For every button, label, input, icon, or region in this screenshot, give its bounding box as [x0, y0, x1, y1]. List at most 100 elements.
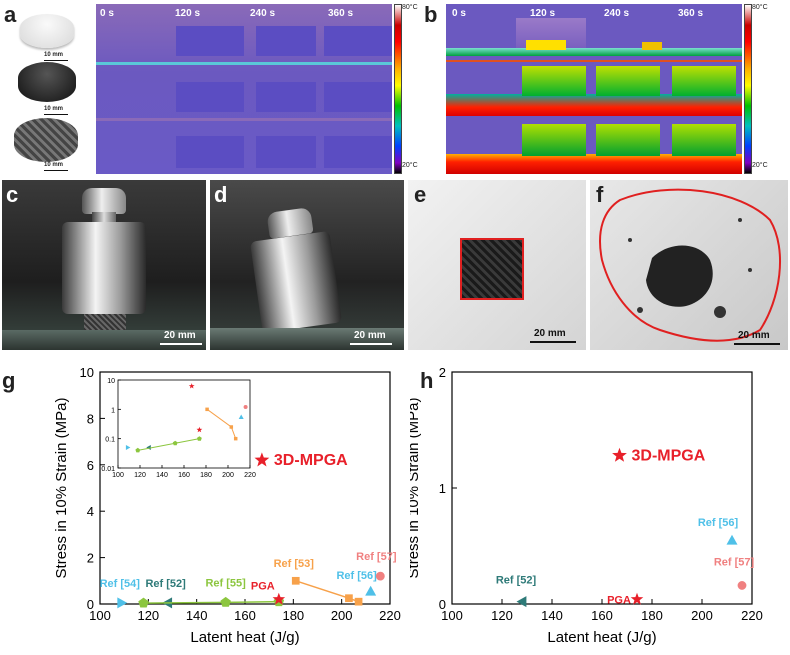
panel-label-b: b [424, 2, 438, 27]
photo-d-weight-flattened [210, 180, 404, 350]
colorbar-max: 80°C [752, 4, 768, 11]
data-point [138, 597, 149, 608]
inset-data-point [135, 447, 141, 453]
inset-data-point [205, 407, 209, 412]
x-tick-label: 140 [186, 608, 208, 623]
data-point [254, 452, 270, 467]
scale-label: 10 mm [44, 106, 64, 112]
inset-x-tick-label: 140 [156, 472, 168, 479]
x-tick-label: 160 [234, 608, 256, 623]
scale-bar [160, 343, 202, 345]
data-point [354, 597, 363, 606]
y-axis-label: Stress in 10% Strain (MPa) [53, 398, 70, 579]
colorbar-b [744, 4, 752, 174]
inset-data-point [229, 425, 234, 429]
series-line [143, 600, 279, 604]
x-tick-label: 120 [137, 608, 159, 623]
panel-label-e: e [414, 182, 427, 207]
series-label: Ref [54] [100, 578, 141, 590]
y-tick-label: 1 [439, 481, 446, 496]
x-tick-label: 200 [331, 608, 353, 623]
inset-data-point [238, 414, 244, 419]
x-tick-label: 100 [89, 608, 111, 623]
inset-x-tick-label: 100 [112, 472, 124, 479]
time-label: 360 s [328, 8, 354, 19]
colorbar-a [394, 4, 402, 174]
x-axis-label: Latent heat (J/g) [547, 629, 656, 646]
x-tick-label: 220 [741, 608, 763, 623]
inset-data-point [172, 440, 178, 446]
y-tick-label: 0 [439, 597, 446, 612]
colorbar-min: 20°C [752, 162, 768, 169]
scale-bar [734, 343, 780, 345]
inset-data-point [125, 444, 131, 450]
time-label: 120 s [175, 8, 201, 19]
data-point [516, 596, 527, 608]
time-label: 120 s [530, 8, 556, 19]
panel-label-c: c [6, 182, 19, 207]
x-tick-label: 160 [591, 608, 613, 623]
inset-x-tick-label: 200 [222, 472, 234, 479]
inset-y-tick-label: 0.1 [105, 437, 115, 444]
scale-label: 10 mm [44, 162, 64, 168]
y-tick-label: 4 [87, 504, 94, 519]
scale-label: 10 mm [44, 52, 64, 58]
inset-y-tick-label: 0.01 [101, 466, 115, 473]
inset-y-tick-label: 10 [107, 378, 115, 385]
y-tick-label: 8 [87, 411, 94, 426]
inset-data-point [243, 405, 248, 410]
scale-bar [44, 170, 68, 171]
y-axis-label: Stress in 10% Strain (MPa) [410, 398, 422, 579]
time-label: 0 s [100, 8, 114, 19]
data-point [345, 594, 353, 603]
inset-data-point [188, 383, 195, 389]
scale-bar [44, 114, 68, 115]
x-tick-label: 180 [282, 608, 304, 623]
y-tick-label: 10 [80, 365, 94, 380]
plot-frame [451, 371, 753, 605]
scale-bar [530, 341, 576, 343]
data-point [726, 534, 738, 545]
inset-y-tick-label: 1 [111, 407, 115, 414]
data-point [375, 571, 385, 581]
inset-frame [117, 379, 251, 469]
data-point [737, 581, 747, 590]
sample-grid [14, 118, 78, 162]
scale-label: 20 mm [738, 330, 770, 341]
panel-label-f: f [596, 182, 604, 207]
series-label: Ref [55] [205, 577, 246, 589]
data-point [291, 576, 300, 585]
y-tick-label: 2 [87, 551, 94, 566]
sample-black [18, 62, 76, 102]
series-label: Ref [56] [336, 570, 377, 582]
time-label: 360 s [678, 8, 704, 19]
inset-data-point [233, 436, 238, 441]
x-tick-label: 220 [379, 608, 401, 623]
scale-bar [44, 60, 68, 61]
sample-white [20, 14, 74, 48]
data-point [272, 592, 286, 605]
x-tick-label: 120 [491, 608, 513, 623]
thermal-image-b [446, 4, 742, 174]
photo-e-sample-cube [408, 180, 586, 350]
inset-data-point [196, 426, 203, 433]
time-label: 240 s [604, 8, 630, 19]
time-label: 0 s [452, 8, 466, 19]
chart-g: 100 120 140 160 180 200 220 0 2 4 6 8 10 Latent heat … [53, 365, 401, 646]
y-tick-label: 0 [87, 597, 94, 612]
data-point [612, 447, 627, 462]
series-label: Ref [56] [698, 517, 739, 529]
inset-x-tick-label: 120 [134, 472, 146, 479]
series-label: 3D-MPGA [274, 452, 348, 469]
chart-h: 100 120 140 160 180 200 220 0 1 2 Latent heat (J/g… [410, 365, 763, 646]
photo-c-weight-on-sample [2, 180, 206, 350]
inset-x-tick-label: 160 [178, 472, 190, 479]
x-axis-label: Latent heat (J/g) [190, 629, 299, 646]
series-label: 3D-MPGA [632, 448, 706, 465]
panel-label-g: g [2, 368, 16, 393]
y-tick-label: 2 [439, 365, 446, 380]
colorbar-min: 20°C [402, 162, 418, 169]
data-point [117, 597, 128, 609]
scale-label: 20 mm [354, 330, 386, 341]
panel-label-a: a [4, 2, 17, 27]
